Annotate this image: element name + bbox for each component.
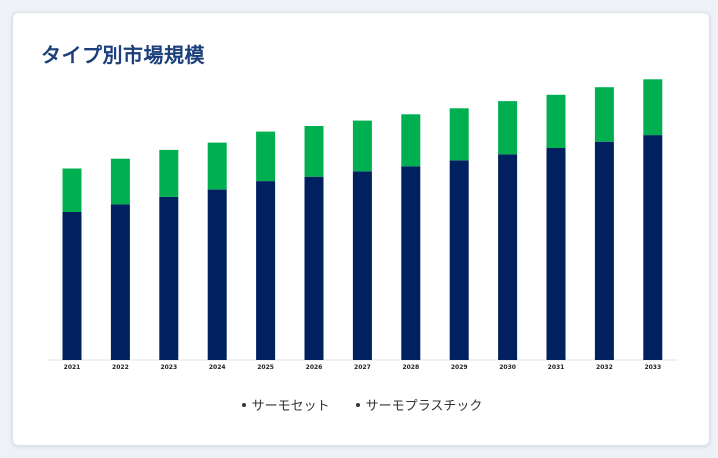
legend-label: サーモセット [251,399,330,414]
x-tick-label-2021: 2021 [64,364,81,371]
bar-thermoplastic-2028 [401,114,421,167]
legend-label: サーモプラスチック [365,399,483,414]
bar-thermoplastic-2033 [643,79,663,136]
bar-thermoplastic-2023 [159,149,179,197]
bar-thermoplastic-2030 [498,101,518,155]
bar-thermoset-2022 [110,204,130,360]
x-tick-label-2027: 2027 [354,364,371,371]
legend-bullet-icon [355,402,360,407]
legend-item-thermoset: サーモセット [241,395,330,414]
bar-thermoplastic-2027 [352,120,372,172]
bar-thermoplastic-2032 [594,87,614,142]
x-tick-label-2029: 2029 [451,364,468,371]
x-tick-label-2028: 2028 [402,364,419,371]
chart-card: タイプ別市場規模 2021 2022 2023 2024 2025 2026 2027 202… [12,12,710,446]
x-tick-label-2026: 2026 [306,364,323,371]
bar-thermoplastic-2024 [207,142,227,190]
x-tick-label-2023: 2023 [160,364,177,371]
bar-thermoset-2025 [256,181,276,360]
legend-item-thermoplastic: サーモプラスチック [355,395,483,414]
bar-thermoplastic-2026 [304,126,324,177]
x-tick-label-2032: 2032 [596,364,613,371]
x-tick-label-2030: 2030 [499,364,516,371]
bar-thermoset-2030 [498,154,518,360]
bar-thermoset-2032 [594,141,614,360]
legend-bullet-icon [241,402,246,407]
bar-thermoplastic-2021 [62,168,82,212]
bar-thermoset-2021 [62,212,82,360]
bar-thermoset-2031 [546,148,566,360]
x-tick-label-2025: 2025 [257,364,274,371]
bars-group [62,79,663,360]
x-tick-labels: 2021 2022 2023 2024 2025 2026 2027 2028 2029 2030… [64,364,662,371]
bar-thermoplastic-2022 [110,158,130,205]
legend: サーモセット サーモプラスチック [13,395,711,414]
bar-thermoplastic-2031 [546,94,566,148]
x-tick-label-2031: 2031 [548,364,565,371]
bar-thermoset-2027 [352,171,372,360]
bar-thermoset-2033 [643,135,663,360]
bar-chart: 2021 2022 2023 2024 2025 2026 2027 2028 2029 2030… [47,79,677,371]
bar-thermoplastic-2025 [256,131,276,182]
x-tick-label-2033: 2033 [644,364,661,371]
chart-title: タイプ別市場規模 [41,43,205,67]
bar-thermoset-2028 [401,166,421,360]
bar-thermoset-2024 [207,189,227,360]
bar-thermoset-2023 [159,196,179,360]
bar-thermoset-2029 [449,160,469,360]
x-tick-label-2022: 2022 [112,364,129,371]
bar-thermoset-2026 [304,176,324,360]
bar-thermoplastic-2029 [449,108,469,161]
x-tick-label-2024: 2024 [209,364,226,371]
